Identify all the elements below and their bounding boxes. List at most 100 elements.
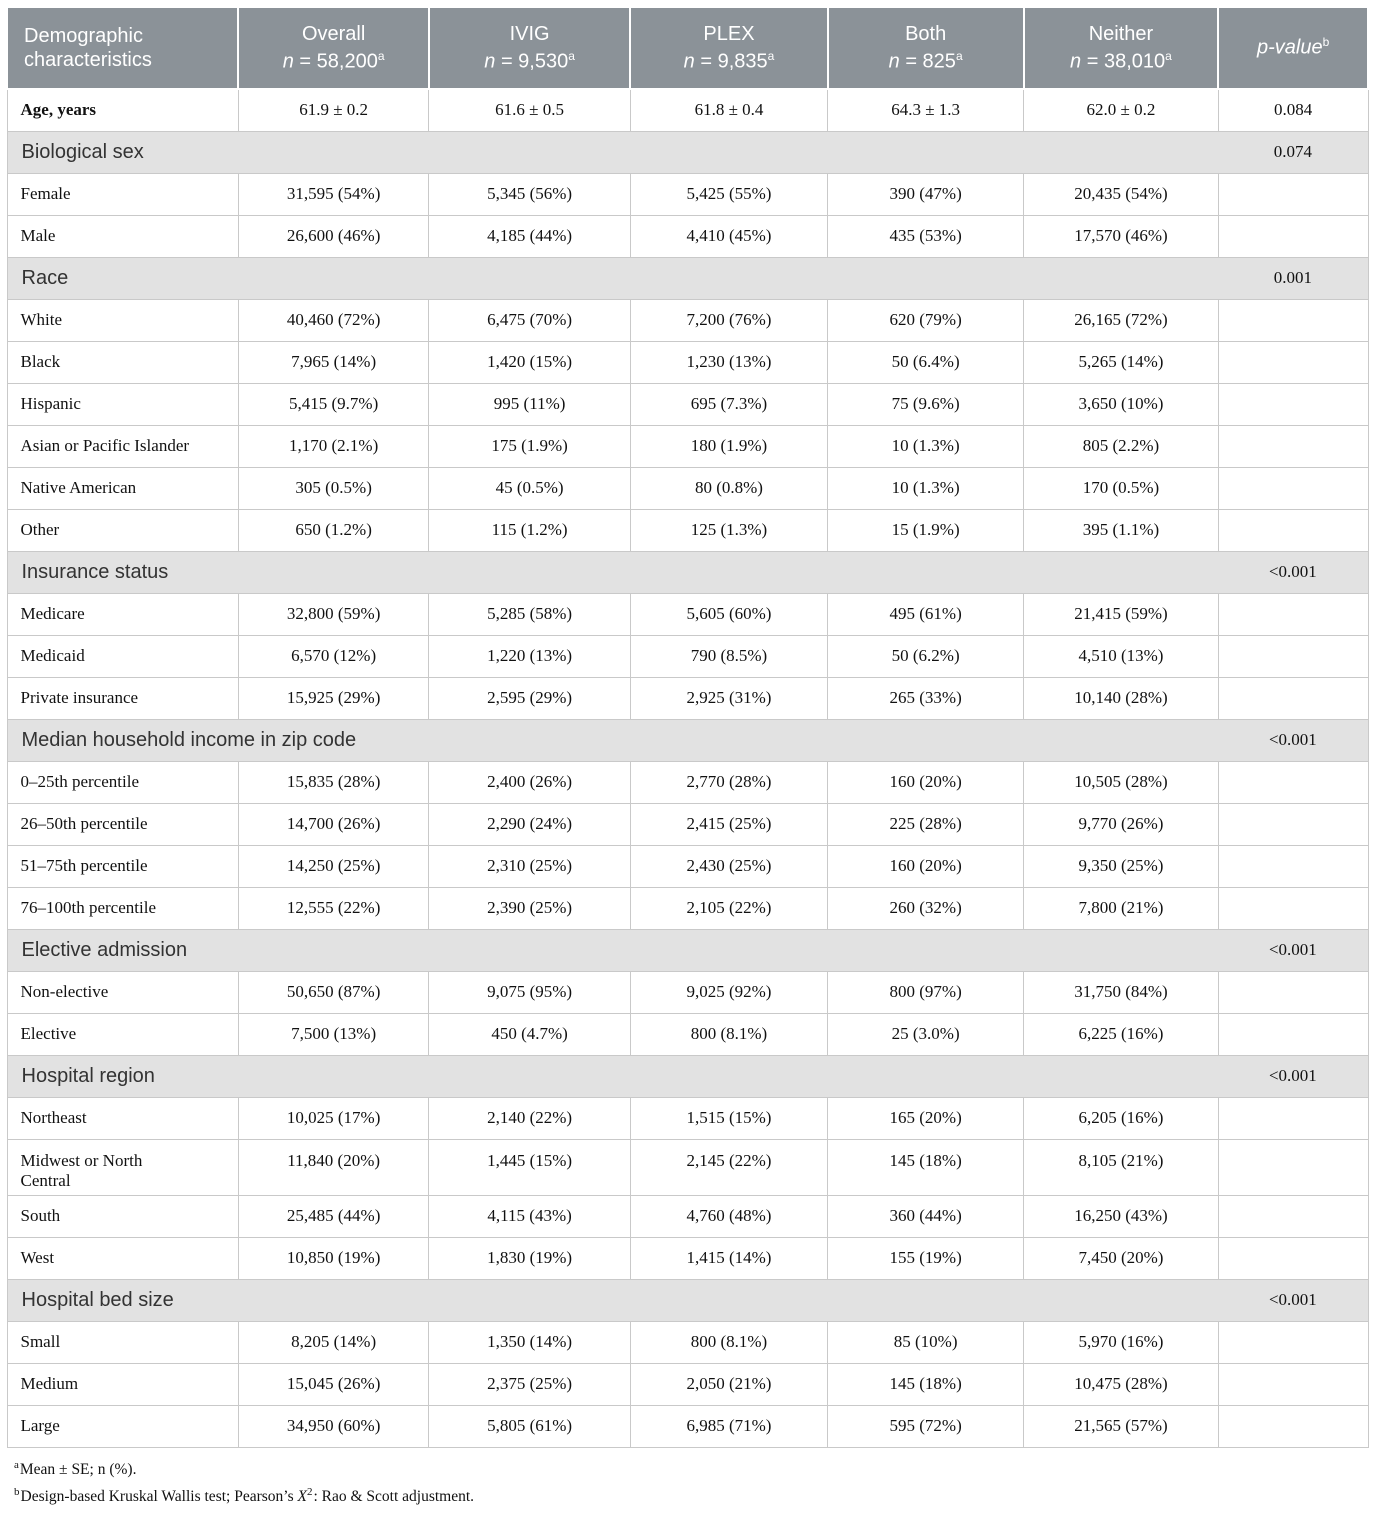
table-row: Elective 7,500 (13%) 450 (4.7%) 800 (8.1%) 2… (6, 1012, 1369, 1056)
footnote-text: Design-based Kruskal Wallis test; Pearso… (20, 1488, 298, 1506)
value-cell: 2,105 (22%) (629, 886, 829, 930)
cell-value: 5,605 (60%) (686, 604, 772, 623)
table-row: Age, years 61.9 ± 0.2 61.6 ± 0.5 61.8 ± 0.4… (6, 88, 1369, 132)
row-label: Midwest or North Central (20, 1150, 143, 1190)
p-value-cell (1217, 970, 1369, 1014)
cell-value: 2,050 (21%) (686, 1374, 772, 1393)
value-cell: 155 (19%) (827, 1236, 1025, 1280)
value-cell: 17,570 (46%) (1023, 214, 1219, 258)
value-cell: 50 (6.2%) (827, 634, 1025, 678)
footnote-marker: b (14, 1486, 20, 1498)
column-header: Demographic characteristics (5, 6, 240, 90)
cell-value: 620 (79%) (889, 310, 962, 329)
cell-value: 6,205 (16%) (1078, 1108, 1164, 1127)
row-label: 0–25th percentile (20, 772, 140, 791)
p-value-cell (1217, 1096, 1369, 1140)
cell-value: 61.9 ± 0.2 (299, 100, 369, 120)
value-cell: 4,760 (48%) (629, 1194, 829, 1238)
cell-value: 50 (6.2%) (891, 646, 960, 665)
cell-value: 4,115 (43%) (487, 1206, 572, 1225)
row-label: Female (20, 184, 71, 203)
column-header: Overall n = 58,200a (237, 6, 430, 90)
value-cell: 5,970 (16%) (1023, 1320, 1219, 1364)
value-cell: 20,435 (54%) (1023, 172, 1219, 216)
cell-value: 155 (19%) (889, 1248, 962, 1267)
value-cell: 395 (1.1%) (1023, 508, 1219, 552)
cell-value: 7,450 (20%) (1078, 1248, 1164, 1267)
value-cell: 145 (18%) (827, 1362, 1025, 1406)
section-p-value-cell: <0.001 (1218, 928, 1369, 972)
row-label-cell: 51–75th percentile (6, 844, 239, 888)
section-p-value-cell: <0.001 (1218, 1278, 1369, 1322)
cell-value: 145 (18%) (889, 1150, 962, 1170)
table-row: Asian or Pacific Islander 1,170 (2.1%) 175… (6, 424, 1369, 468)
p-value: <0.001 (1268, 1290, 1317, 1309)
cell-value: 225 (28%) (889, 814, 962, 833)
row-label: Medicaid (20, 646, 85, 665)
p-value: <0.001 (1268, 730, 1317, 749)
row-label-cell: Private insurance (6, 676, 239, 720)
row-label-cell: White (6, 298, 239, 342)
section-label-cell: Median household income in zip code (6, 718, 1219, 762)
cell-value: 61.8 ± 0.4 (694, 100, 764, 120)
cell-value: 10,475 (28%) (1074, 1374, 1168, 1393)
cell-value: 14,700 (26%) (286, 814, 381, 833)
cell-value: 26,165 (72%) (1074, 310, 1168, 329)
table-row: Large 34,950 (60%) 5,805 (61%) 6,985 (71%) 5… (6, 1404, 1369, 1448)
row-label: White (20, 310, 63, 329)
column-sample-size: n = 58,200a (282, 48, 385, 73)
cell-value: 5,285 (58%) (487, 604, 573, 623)
value-cell: 5,285 (58%) (428, 592, 631, 636)
value-cell: 125 (1.3%) (629, 508, 829, 552)
section-p-value-cell: <0.001 (1218, 718, 1369, 762)
value-cell: 9,025 (92%) (629, 970, 829, 1014)
row-label-cell: Non-elective (6, 970, 239, 1014)
cell-value: 5,265 (14%) (1078, 352, 1164, 371)
cell-value: 25 (3.0%) (891, 1024, 960, 1043)
cell-value: 2,390 (25%) (487, 898, 573, 917)
column-title: Overall (301, 23, 366, 46)
cell-value: 1,220 (13%) (487, 646, 573, 665)
row-label: Medium (20, 1374, 79, 1393)
row-label: South (20, 1206, 61, 1225)
value-cell: 8,205 (14%) (237, 1320, 430, 1364)
value-cell: 170 (0.5%) (1023, 466, 1219, 510)
value-cell: 115 (1.2%) (428, 508, 631, 552)
value-cell: 32,800 (59%) (237, 592, 430, 636)
column-sample-size: n = 9,835a (683, 48, 775, 73)
value-cell: 360 (44%) (827, 1194, 1025, 1238)
p-value-cell (1217, 760, 1369, 804)
value-cell: 61.8 ± 0.4 (629, 88, 829, 132)
cell-value: 5,425 (55%) (686, 184, 772, 203)
column-title: Both (905, 23, 947, 46)
row-label: Private insurance (20, 688, 139, 707)
value-cell: 61.9 ± 0.2 (237, 88, 430, 132)
value-cell: 2,925 (31%) (629, 676, 829, 720)
column-title: PLEX (703, 23, 755, 46)
footnote-text: Mean ± SE; n (%). (19, 1460, 137, 1478)
cell-value: 5,805 (61%) (487, 1416, 573, 1435)
footnotes: aMean ± SE; n (%). bDesign-based Kruskal … (6, 1448, 1369, 1521)
table-row: Male 26,600 (46%) 4,185 (44%) 4,410 (45%) 43… (6, 214, 1369, 258)
row-label: Medicare (20, 604, 85, 623)
cell-value: 9,350 (25%) (1078, 856, 1164, 875)
column-header: Both n = 825a (826, 6, 1025, 90)
table-row: Private insurance 15,925 (29%) 2,595 (29%)… (6, 676, 1369, 720)
cell-value: 61.6 ± 0.5 (495, 100, 565, 120)
cell-value: 260 (32%) (889, 898, 962, 917)
table-row: West 10,850 (19%) 1,830 (19%) 1,415 (14%) 15… (6, 1236, 1369, 1280)
value-cell: 265 (33%) (827, 676, 1025, 720)
footnote: bDesign-based Kruskal Wallis test; Pears… (14, 1483, 1361, 1511)
cell-value: 7,965 (14%) (291, 352, 377, 371)
section-label: Race (21, 266, 69, 289)
value-cell: 9,770 (26%) (1023, 802, 1219, 846)
column-sample-size: n = 38,010a (1070, 48, 1172, 73)
section-label-cell: Hospital region (6, 1054, 1219, 1098)
cell-value: 40,460 (72%) (286, 310, 381, 329)
cell-value: 2,925 (31%) (686, 688, 772, 707)
section-p-value-cell: <0.001 (1218, 1054, 1369, 1098)
cell-value: 25,485 (44%) (286, 1206, 381, 1225)
p-value: 0.084 (1273, 100, 1313, 120)
cell-value: 1,830 (19%) (487, 1248, 573, 1267)
section-row: Race 0.001 (6, 256, 1369, 300)
